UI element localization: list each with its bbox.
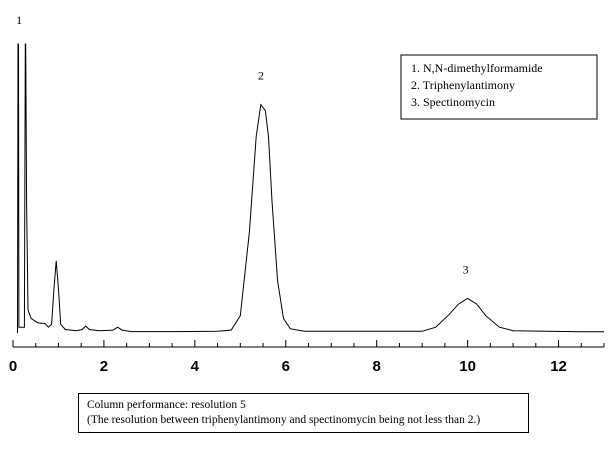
legend-box xyxy=(400,54,598,120)
column-performance-note: Column performance: resolution 5 (The re… xyxy=(78,393,529,433)
x-tick-label: 0 xyxy=(9,358,17,375)
peak-label-3: 3 xyxy=(463,262,469,276)
x-tick-labels: 0 2 4 6 8 10 12 xyxy=(9,358,567,375)
chromatogram-trace xyxy=(17,43,604,334)
legend: 1. N,N-dimethylformamide 2. Triphenylant… xyxy=(400,54,598,120)
peak-labels: 1 2 3 xyxy=(16,13,469,276)
x-tick-label: 4 xyxy=(191,358,200,375)
x-tick-label: 6 xyxy=(282,358,290,375)
legend-entry-3: 3. Spectinomycin xyxy=(411,95,495,109)
legend-entry-2: 2. Triphenylantimony xyxy=(411,78,515,92)
legend-entry-1: 1. N,N-dimethylformamide xyxy=(411,61,543,75)
x-tick-label: 10 xyxy=(459,358,476,375)
note-line-1: Column performance: resolution 5 xyxy=(87,399,246,411)
x-tick-label: 8 xyxy=(373,358,381,375)
x-tick-label: 12 xyxy=(550,358,567,375)
x-tick-label: 2 xyxy=(100,358,108,375)
note-line-2: (The resolution between triphenylantimon… xyxy=(87,414,481,426)
peak-label-2: 2 xyxy=(258,69,264,83)
x-axis xyxy=(12,340,605,348)
peak-label-1: 1 xyxy=(16,13,22,27)
